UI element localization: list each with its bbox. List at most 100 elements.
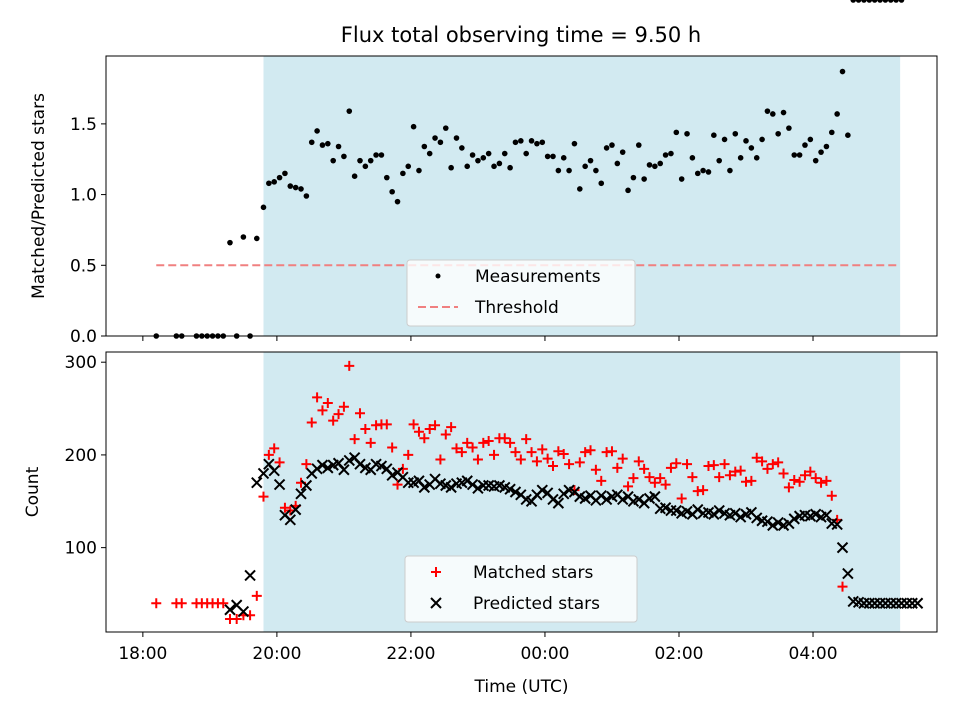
predicted-star-point	[633, 493, 645, 506]
measurement-point	[593, 167, 599, 174]
matched-star-point	[408, 419, 419, 430]
measurement-point	[727, 167, 733, 174]
matched-star-point	[440, 429, 451, 440]
measurement-point	[319, 142, 326, 148]
measurement-point	[630, 174, 637, 181]
measurement-point	[877, 0, 883, 3]
matched-star-point	[547, 461, 558, 472]
measurement-point	[566, 167, 572, 174]
measurement-point	[518, 138, 524, 144]
measurement-point	[786, 125, 792, 131]
measurement-point	[802, 142, 808, 148]
matched-star-point	[783, 482, 794, 493]
predicted-star-point	[911, 597, 924, 609]
bottom-y-axis: 100 200 300	[65, 353, 106, 559]
predicted-star-point	[354, 458, 366, 470]
matched-star-point	[606, 446, 617, 457]
matched-star-point	[462, 437, 473, 448]
predicted-star-point	[375, 460, 388, 472]
predicted-star-point	[772, 516, 784, 529]
predicted-star-point	[418, 481, 431, 494]
measurement-point	[641, 176, 647, 182]
measurement-point	[657, 160, 664, 167]
top-panel: 0.0 0.5 1.0 1.5 Matched/Predicted stars Mea…	[29, 0, 938, 347]
measurement-point	[555, 167, 562, 174]
matched-star-point	[623, 481, 634, 492]
matched-star-point	[381, 419, 392, 430]
measurement-point	[560, 155, 567, 161]
top-legend-box	[406, 259, 636, 327]
measurement-point	[684, 130, 690, 137]
measurement-point	[866, 0, 873, 3]
predicted-star-point	[767, 519, 779, 532]
matched-star-point	[628, 473, 639, 484]
measurement-point	[394, 198, 401, 205]
predicted-star-point	[729, 507, 741, 520]
matched-star-point	[360, 423, 371, 434]
matched-star-point	[558, 448, 569, 459]
measurement-point	[807, 136, 814, 143]
top-axes-frame	[105, 55, 938, 337]
measurement-point	[475, 157, 481, 164]
matched-star-point	[735, 465, 746, 476]
measurement-point	[673, 129, 680, 136]
predicted-star-point	[681, 505, 693, 518]
matched-star-point	[596, 475, 607, 486]
predicted-star-point	[809, 508, 822, 520]
measurement-point	[871, 0, 878, 3]
matched-star-point	[451, 443, 462, 454]
y-tick-label: 0.5	[70, 256, 97, 276]
measurement-point	[716, 157, 722, 164]
measurement-point	[700, 167, 706, 174]
measurement-point	[743, 138, 749, 144]
matched-star-point	[430, 420, 441, 431]
matched-star-point	[317, 405, 328, 416]
measurement-point	[253, 235, 260, 242]
measurement-point	[694, 170, 701, 177]
matched-star-point	[354, 408, 365, 419]
predicted-star-point	[343, 454, 355, 467]
matched-star-point	[365, 437, 376, 448]
measurement-point	[577, 186, 583, 192]
matched-star-point	[778, 468, 789, 479]
matched-star-point	[403, 449, 414, 460]
measurement-point	[496, 160, 503, 167]
predicted-star-point	[788, 513, 800, 525]
chart-title: Flux total observing time = 9.50 h	[341, 23, 701, 47]
matched-star-point	[510, 447, 521, 458]
matched-star-point	[724, 470, 735, 481]
matched-star-point	[151, 598, 162, 609]
predicted-star-point	[558, 488, 570, 500]
matched-star-point	[816, 477, 827, 488]
predicted-star-point	[289, 503, 302, 516]
measurement-point	[861, 0, 867, 3]
measurement-point	[635, 142, 642, 148]
x-tick-label: 20:00	[252, 644, 301, 664]
measurement-point	[839, 68, 846, 75]
matched-star-point	[682, 459, 693, 470]
predicted-star-point	[708, 508, 720, 520]
predicted-star-point	[692, 503, 704, 516]
matched-star-point	[837, 581, 848, 592]
predicted-star-point	[509, 486, 522, 498]
measurement-point	[898, 0, 905, 3]
matched-star-point	[258, 491, 269, 502]
predicted-star-point	[713, 504, 725, 517]
measurement-point	[652, 163, 658, 170]
matched-star-point	[687, 472, 698, 483]
matched-star-point	[810, 473, 821, 484]
predicted-star-point	[251, 477, 263, 489]
predicted-star-point	[224, 604, 236, 616]
predicted-star-point	[273, 478, 286, 491]
matched-star-point	[746, 475, 757, 486]
predicted-star-point	[322, 462, 334, 474]
x-tick-label: 22:00	[386, 644, 435, 664]
measurement-point	[351, 173, 358, 180]
legend-measurements-marker	[435, 273, 441, 279]
matched-star-point	[333, 409, 344, 420]
measurement-point	[850, 0, 857, 3]
bottom-y-axis-label: Count	[23, 466, 43, 517]
measurement-point	[534, 140, 540, 147]
measurement-point	[711, 132, 717, 138]
